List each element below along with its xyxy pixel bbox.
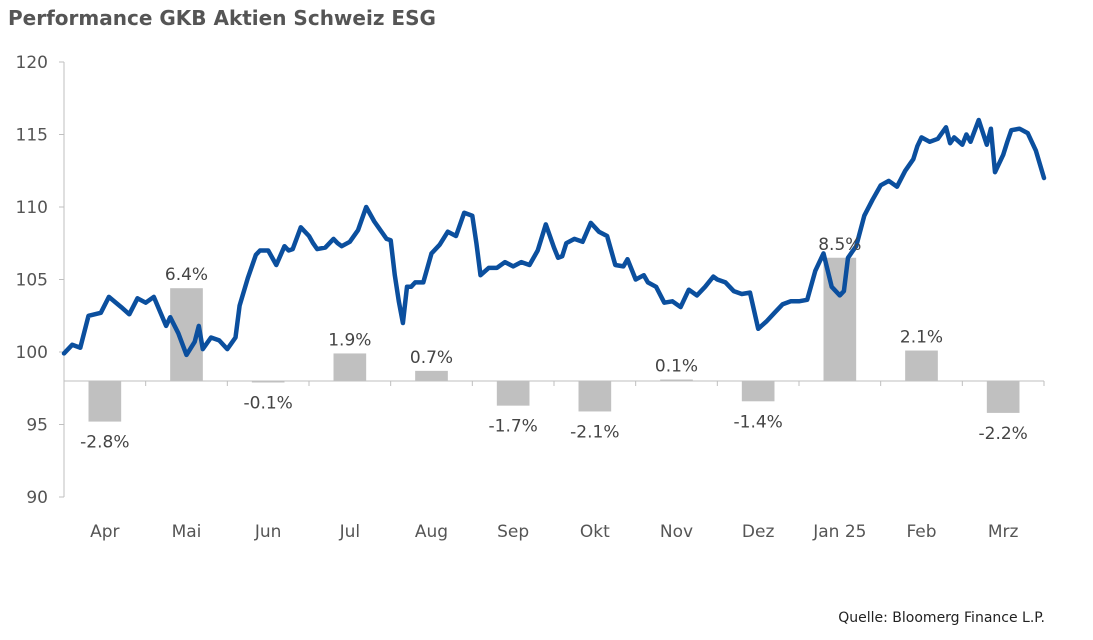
axes bbox=[59, 61, 1045, 498]
return-bar-label: -0.1% bbox=[244, 394, 293, 414]
x-tick-label: Okt bbox=[580, 522, 610, 542]
x-tick-label: Nov bbox=[660, 522, 693, 542]
index-line-group bbox=[61, 117, 1047, 358]
return-bar-label: -2.2% bbox=[979, 424, 1028, 444]
x-tick-label: Jun bbox=[254, 522, 282, 542]
y-tick-label: 115 bbox=[16, 126, 48, 146]
x-tick-label: Jul bbox=[339, 522, 361, 542]
chart-title: Performance GKB Aktien Schweiz ESG bbox=[8, 6, 436, 30]
return-bar-label: 1.9% bbox=[328, 330, 371, 350]
x-tick-label: Feb bbox=[906, 522, 936, 542]
y-tick-label: 95 bbox=[26, 416, 48, 436]
return-bar bbox=[741, 381, 775, 402]
return-bar-label: 2.1% bbox=[900, 328, 943, 348]
return-bar-label: -1.4% bbox=[734, 412, 783, 432]
return-bar bbox=[496, 381, 530, 406]
return-bar bbox=[251, 381, 285, 383]
return-bar-label: 6.4% bbox=[165, 265, 208, 285]
return-bar bbox=[88, 381, 122, 422]
y-tick-label: 120 bbox=[16, 53, 48, 73]
return-bar bbox=[578, 381, 612, 412]
x-tick-label: Mai bbox=[172, 522, 202, 542]
return-bar-label: 0.1% bbox=[655, 357, 698, 377]
x-tick-label: Sep bbox=[497, 522, 529, 542]
x-tick-label: Dez bbox=[742, 522, 775, 542]
return-bar-label: -2.8% bbox=[80, 433, 129, 453]
x-tick-label: Mrz bbox=[988, 522, 1019, 542]
return-bar-label: -1.7% bbox=[489, 417, 538, 437]
return-bar-label: 0.7% bbox=[410, 348, 453, 368]
return-bar bbox=[415, 370, 448, 381]
return-bar-label: -2.1% bbox=[570, 422, 619, 442]
x-tick-label: Aug bbox=[415, 522, 448, 542]
x-tick-label: Apr bbox=[90, 522, 119, 542]
index-performance-line bbox=[61, 117, 1047, 358]
return-bar bbox=[660, 379, 693, 381]
monthly-return-bars bbox=[88, 257, 1020, 422]
y-tick-label: 90 bbox=[26, 488, 48, 508]
y-tick-label: 105 bbox=[16, 271, 48, 291]
source-note: Quelle: Bloomerg Finance L.P. bbox=[838, 610, 1045, 626]
labels: 90 95 100 105 110 115 120 Apr Mai Jun Jul Aug Sep Okt… bbox=[16, 53, 1028, 542]
return-bar bbox=[905, 350, 938, 381]
return-bar-label: 8.5% bbox=[818, 235, 861, 255]
x-tick-label: Jan 25 bbox=[812, 522, 866, 542]
return-bar bbox=[986, 381, 1020, 413]
y-tick-label: 100 bbox=[16, 343, 48, 363]
return-bar bbox=[333, 353, 367, 381]
y-tick-label: 110 bbox=[16, 198, 48, 218]
